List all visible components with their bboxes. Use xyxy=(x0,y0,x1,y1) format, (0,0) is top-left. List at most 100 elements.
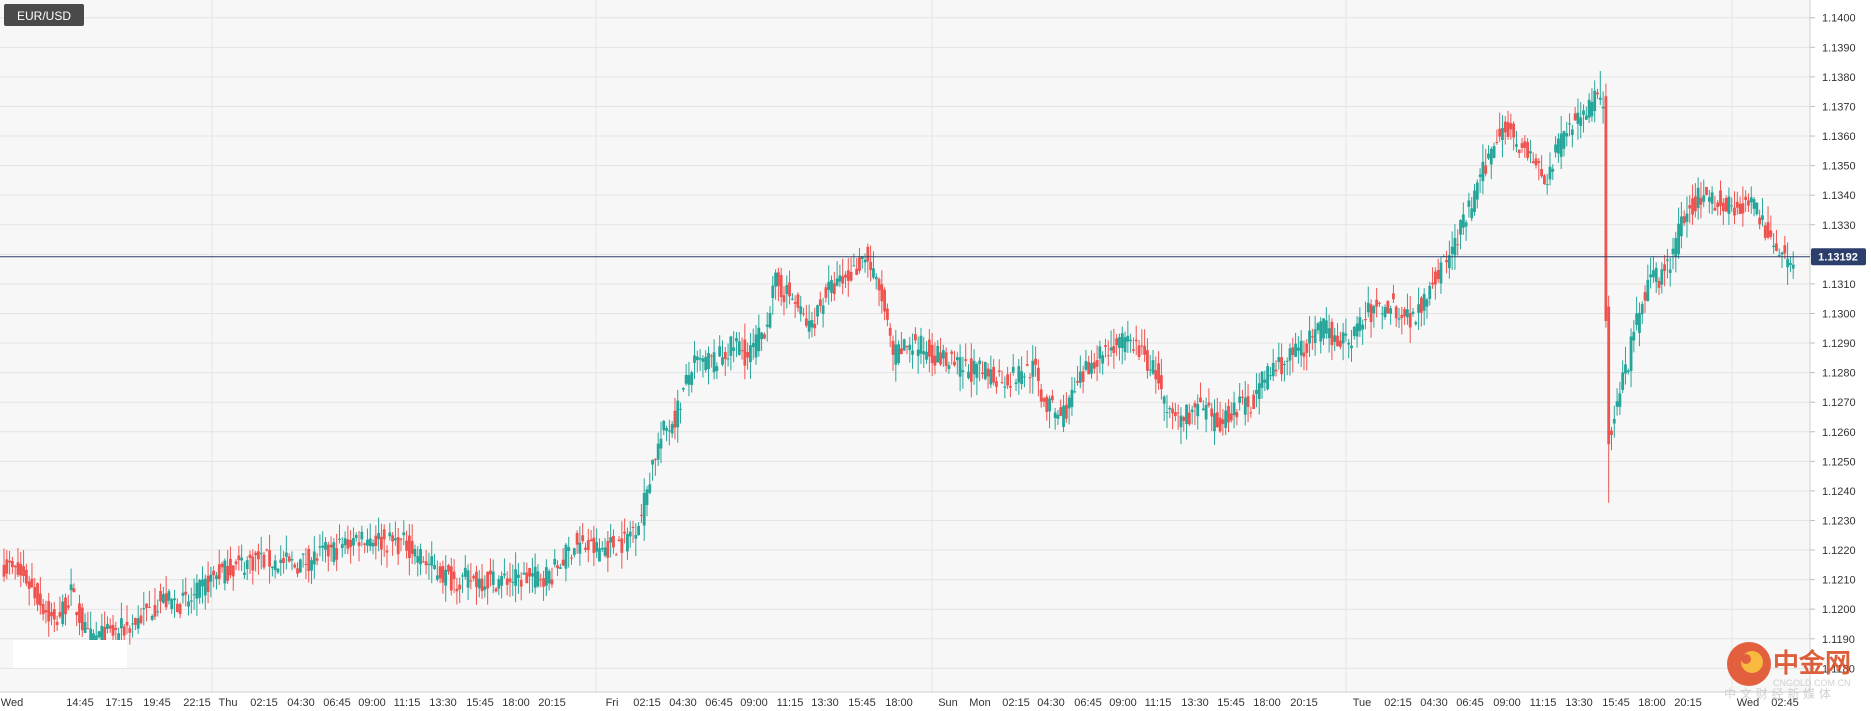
candle-body xyxy=(1607,306,1611,445)
candle-body xyxy=(824,287,828,298)
candle xyxy=(1067,394,1071,425)
time-axis[interactable]: Wed 14:45 17:15 19:45 22:15 Thu 02:15 04:30 06:4… xyxy=(1,697,1799,709)
candle-body xyxy=(1190,409,1194,413)
candle-body xyxy=(1573,113,1577,121)
candle-body xyxy=(1570,129,1574,135)
time-tick-label: 18:00 xyxy=(1253,697,1281,709)
candle-body xyxy=(284,552,288,557)
candle-body xyxy=(1327,328,1331,339)
candle xyxy=(612,529,615,555)
candle-body xyxy=(312,551,316,565)
candle-body xyxy=(1738,203,1742,215)
candle xyxy=(514,552,518,603)
candle-body xyxy=(441,566,445,583)
candle-body xyxy=(108,625,112,629)
candle-body xyxy=(983,361,987,380)
candle xyxy=(1352,325,1356,340)
candle xyxy=(1789,257,1792,273)
candle-body xyxy=(533,566,537,588)
candle xyxy=(1542,173,1546,185)
candle-body xyxy=(195,582,199,599)
candle-body xyxy=(1481,161,1485,182)
candle xyxy=(310,557,313,585)
candle-body xyxy=(416,556,420,563)
candle xyxy=(712,339,716,380)
candle-body xyxy=(634,534,638,539)
candle xyxy=(799,295,803,322)
candle xyxy=(1529,139,1532,164)
candle xyxy=(1199,382,1202,403)
candle xyxy=(693,340,696,380)
candle xyxy=(1738,196,1742,215)
candle xyxy=(184,577,188,607)
candle-body xyxy=(525,572,529,583)
candle-body xyxy=(1400,314,1404,319)
price-axis[interactable]: 1.1180 1.1190 1.1200 1.1210 1.1220 1.1230 1.12… xyxy=(1810,13,1856,676)
candle-body xyxy=(1582,110,1585,115)
candle xyxy=(1120,326,1124,365)
candle-body xyxy=(1294,343,1297,357)
candle xyxy=(393,521,397,546)
candle-body xyxy=(1302,352,1306,357)
candle xyxy=(1344,318,1348,342)
candle xyxy=(1252,390,1256,409)
candle-body xyxy=(600,547,604,550)
candle xyxy=(1282,360,1286,382)
candle xyxy=(1095,345,1099,382)
candle xyxy=(888,323,892,348)
candle-body xyxy=(259,552,263,554)
candle xyxy=(486,571,490,605)
candle-body xyxy=(475,571,478,588)
candle-body xyxy=(419,549,422,565)
candle xyxy=(1433,267,1437,300)
candle-body xyxy=(1020,371,1024,384)
candle-body xyxy=(1702,195,1706,202)
candle xyxy=(1389,305,1393,325)
candle-body xyxy=(1324,320,1328,334)
candle-body xyxy=(1696,187,1700,209)
candle xyxy=(276,567,280,575)
candle xyxy=(243,561,246,579)
candle-body xyxy=(1187,412,1191,425)
candle xyxy=(301,552,305,568)
candle xyxy=(58,596,62,619)
candle xyxy=(961,356,965,389)
candle-body xyxy=(1123,337,1127,353)
time-tick-label: 13:30 xyxy=(811,697,839,709)
candle-body xyxy=(1705,186,1708,195)
candle xyxy=(147,590,151,609)
candle-body xyxy=(1291,347,1295,356)
candle-body xyxy=(1509,123,1513,130)
candle-body xyxy=(1036,367,1040,382)
candle-body xyxy=(430,556,434,566)
candle xyxy=(1162,395,1166,421)
candle-body xyxy=(679,408,682,410)
candle-body xyxy=(1654,267,1658,282)
symbol-badge[interactable]: EUR/USD xyxy=(4,4,84,26)
candle-body xyxy=(1501,128,1504,140)
candle-body xyxy=(556,565,559,569)
candle xyxy=(282,551,285,574)
candle-body xyxy=(1269,375,1272,377)
candle xyxy=(27,576,31,606)
candle-body xyxy=(1598,97,1602,100)
candle xyxy=(723,347,727,376)
candle-body xyxy=(1025,364,1029,366)
candle xyxy=(1305,339,1309,371)
candle xyxy=(1064,392,1068,423)
candle xyxy=(570,554,573,565)
candle-body xyxy=(1134,339,1138,342)
candle xyxy=(52,602,56,633)
candle xyxy=(939,337,942,367)
candle-body xyxy=(978,360,982,365)
candle xyxy=(489,558,492,587)
candle-body xyxy=(967,371,970,379)
candle-body xyxy=(117,633,121,640)
candle-body xyxy=(653,458,657,460)
candle xyxy=(1506,110,1510,140)
candle xyxy=(1006,366,1010,390)
candle xyxy=(170,597,174,614)
candle xyxy=(198,578,202,604)
candle xyxy=(1215,397,1219,428)
